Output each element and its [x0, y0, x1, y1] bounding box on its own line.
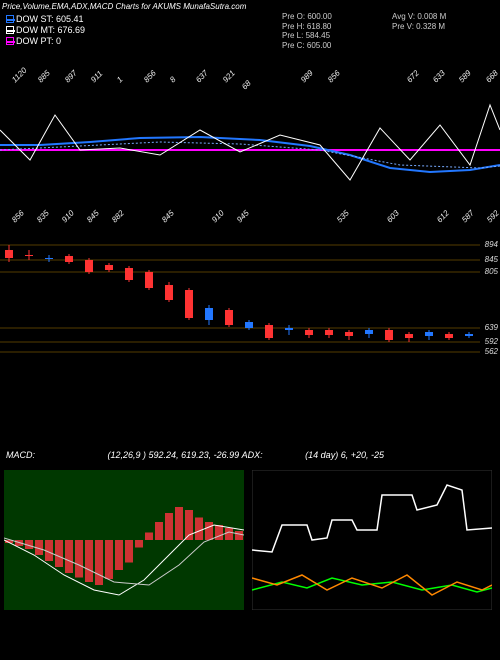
- mid-value-labels: 856835910845882845910945535603612587592: [0, 190, 500, 230]
- indicator-labels: MACD: (12,26,9 ) 592.24, 619.23, -26.99 …: [0, 450, 500, 465]
- macd-label: MACD:: [6, 450, 35, 460]
- adx-label: ADX:: [242, 450, 263, 460]
- avg-volume: Avg V: 0.008 MPre V: 0.328 M: [392, 12, 446, 31]
- top-value-labels: 1120885897911185686379219898566726335896…: [0, 50, 500, 90]
- adx-stats: (14 day) 6, +20, -25: [305, 450, 384, 460]
- candlestick-chart: 894845805639592562: [0, 230, 500, 360]
- line-chart: [0, 90, 500, 190]
- legend: DOW ST: 605.41DOW MT: 676.69DOW PT: 0: [6, 14, 85, 47]
- prev-ohlc: Pre O: 600.00Pre H: 618.80Pre L: 584.45P…: [282, 12, 332, 50]
- adx-panel: [252, 470, 496, 610]
- macd-stats: (12,26,9 ) 592.24, 619.23, -26.99: [108, 450, 240, 460]
- chart-title: Price,Volume,EMA,ADX,MACD Charts for AKU…: [2, 2, 498, 11]
- macd-panel: [4, 470, 248, 610]
- bottom-panels: [0, 470, 500, 610]
